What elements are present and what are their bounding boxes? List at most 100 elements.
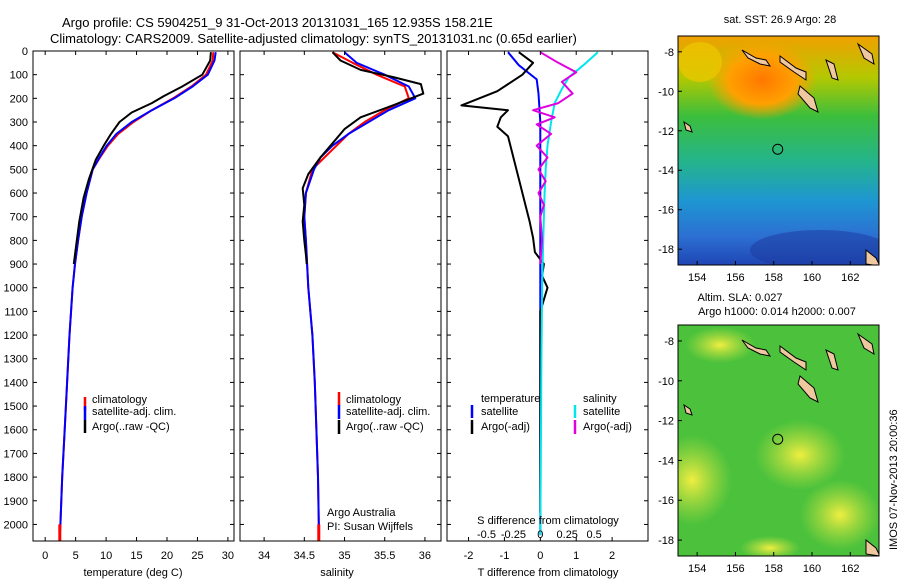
y-tick-label: 1900: [4, 496, 28, 508]
sla-high-1: [678, 435, 732, 525]
lat-tick-label: -18: [658, 244, 674, 256]
series-line-0: [507, 51, 542, 536]
sla-map-title-line1: Altim. SLA: 0.027: [698, 292, 783, 304]
island-2: [779, 55, 807, 81]
lat-tick-label: -18: [658, 535, 674, 547]
coastline-islands: [683, 332, 879, 556]
difference-series-group: [460, 51, 599, 536]
depth-axis: 0 100 200 300 400 500 600 700 800 900 1000 1100 1200…: [4, 46, 234, 531]
lat-tick-label: -12: [658, 126, 674, 138]
salinity-xlabel: salinity: [320, 567, 354, 579]
y-tick-label: 1500: [4, 401, 28, 413]
temperature-series-group: [58, 52, 217, 541]
x-tick-label: 1: [573, 550, 579, 562]
lon-tick-label: 158: [765, 272, 783, 284]
y-tick-label: 1700: [4, 448, 28, 460]
x-tick-label: 0: [537, 550, 543, 562]
sla-lon-axis: 154 156 158 160 162: [688, 552, 859, 575]
legend-label-climatology: climatology: [346, 394, 402, 406]
salinity-diff-tick-label: -0.25: [501, 529, 526, 541]
y-tick-label: 1800: [4, 472, 28, 484]
island-5: [856, 42, 875, 66]
difference-x-axis: -2 -1 0 1 2: [464, 51, 615, 562]
salinity-diff-tick-label: 0.5: [587, 529, 602, 541]
lat-tick-label: -16: [658, 205, 674, 217]
y-tick-label: 300: [10, 117, 28, 129]
figure-title-line1: Argo profile: CS 5904251_9 31-Oct-2013 2…: [62, 15, 493, 30]
series-line-2: [539, 51, 599, 536]
salinity-series-group: [301, 51, 425, 541]
salinity-y-ticks: [240, 50, 441, 525]
island-3: [797, 375, 819, 403]
lon-tick-label: 154: [688, 563, 706, 575]
salinity-diff-tick-label: -0.5: [477, 529, 496, 541]
lat-tick-label: -12: [658, 416, 674, 428]
series-line-2: [301, 51, 425, 265]
salinity-annotation-line2: PI: Susan Wijffels: [327, 521, 413, 533]
sla-high-4: [685, 327, 755, 363]
sst-cool-patch: [750, 230, 879, 265]
sla-map-frame: [677, 324, 880, 557]
sst-warm-patch: [678, 42, 722, 82]
legend-label-t-satellite: satellite: [481, 406, 518, 418]
legend-label-s-argo: Argo(-adj): [583, 421, 632, 433]
sst-warm-pool: [707, 40, 817, 120]
lon-tick-label: 156: [726, 272, 744, 284]
sla-map-title-line2: Argo h1000: 0.014 h2000: 0.007: [698, 306, 856, 318]
lat-tick-label: -16: [658, 495, 674, 507]
legend-label-argo: Argo(..raw -QC): [92, 421, 170, 433]
y-tick-label: 1600: [4, 425, 28, 437]
difference-xlabel-top: S difference from climatology: [477, 515, 619, 527]
x-tick-label: 15: [130, 550, 142, 562]
island-4: [825, 349, 839, 371]
x-tick-label: 36: [419, 550, 431, 562]
sla-high-5: [740, 536, 800, 556]
temperature-xlabel: temperature (deg C): [83, 567, 182, 579]
lat-tick-label: -14: [658, 165, 674, 177]
island-2: [779, 345, 807, 371]
series-line-2: [72, 52, 212, 265]
difference-y-ticks: [447, 50, 648, 525]
island-3: [797, 85, 819, 113]
temperature-axes-frame: [32, 50, 235, 542]
temperature-x-axis: 0 5 10 15 20 25 30: [42, 51, 234, 562]
island-7: [865, 248, 879, 265]
lon-tick-label: 156: [726, 563, 744, 575]
y-tick-label: 0: [22, 46, 28, 58]
x-tick-label: 5: [73, 550, 79, 562]
island-5: [856, 332, 875, 356]
x-tick-label: -1: [500, 550, 510, 562]
side-stamp: IMOS 07-Nov-2013 20:00:36: [888, 409, 900, 550]
y-tick-label: 100: [10, 70, 28, 82]
temperature-panel: 0100200300400500600700800900100011001200…: [4, 46, 235, 579]
y-tick-label: 1000: [4, 283, 28, 295]
y-tick-label: 2000: [4, 519, 28, 531]
legend-label-argo: Argo(..raw -QC): [346, 421, 424, 433]
island-1: [741, 339, 772, 357]
legend-label-s-satellite: satellite: [583, 406, 620, 418]
salinity-legend: climatology satellite-adj. clim. Argo(..…: [337, 392, 430, 434]
x-tick-label: 34.5: [294, 550, 315, 562]
x-tick-label: 20: [161, 550, 173, 562]
y-tick-label: 600: [10, 188, 28, 200]
sst-lat-axis: -8 -10 -12 -14 -16 -18: [658, 47, 682, 256]
difference-axes-frame: [446, 50, 649, 542]
series-line-3: [532, 51, 578, 265]
lon-tick-label: 160: [803, 563, 821, 575]
legend-label-t-argo: Argo(-adj): [481, 421, 530, 433]
argo-location-marker: [772, 143, 784, 155]
salinity-panel: 34 34.5 35 35.5 36 salinity climatology sate…: [239, 50, 442, 579]
island-4: [825, 59, 839, 81]
salinity-x-axis: 34 34.5 35 35.5 36: [258, 51, 431, 562]
salinity-diff-tick-label: 0.25: [557, 529, 578, 541]
series-line-0: [58, 52, 215, 536]
lat-tick-label: -14: [658, 455, 674, 467]
series-line-1: [303, 51, 417, 536]
x-tick-label: 34: [258, 550, 270, 562]
difference-panel: -2 -1 0 1 2 -0.5 -0.25 0 0.25 0.5 S difference f…: [446, 50, 649, 579]
island-1: [741, 49, 772, 67]
salinity-diff-tick-label: 0: [537, 529, 543, 541]
lon-tick-label: 160: [803, 272, 821, 284]
sla-high-3: [800, 480, 879, 550]
